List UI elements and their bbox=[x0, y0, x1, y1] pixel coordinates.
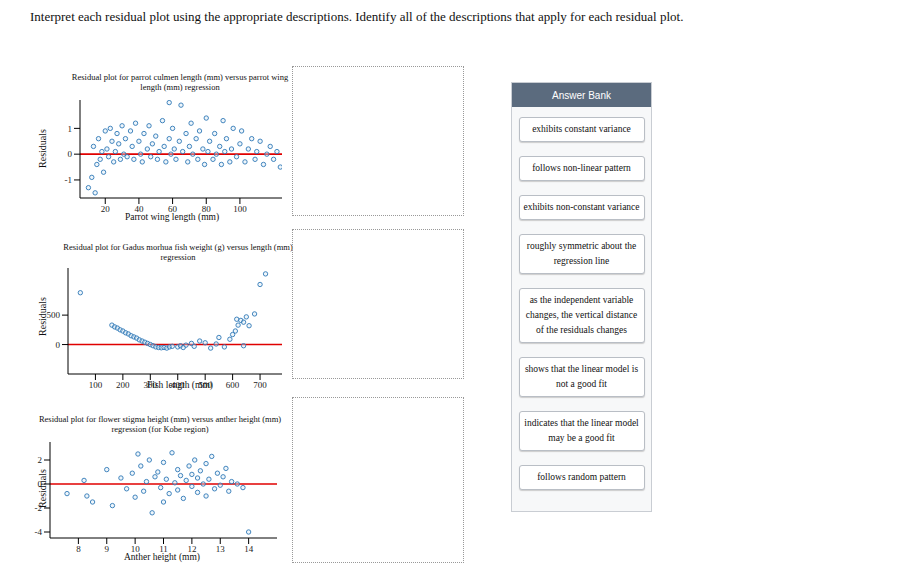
svg-text:1: 1 bbox=[68, 124, 73, 134]
svg-text:14: 14 bbox=[244, 544, 254, 554]
svg-text:200: 200 bbox=[116, 380, 130, 390]
svg-text:2: 2 bbox=[38, 455, 43, 465]
svg-text:20: 20 bbox=[101, 204, 111, 214]
svg-text:-4: -4 bbox=[35, 527, 43, 537]
svg-text:600: 600 bbox=[226, 380, 240, 390]
svg-text:0: 0 bbox=[56, 340, 61, 350]
svg-text:0: 0 bbox=[68, 149, 73, 159]
svg-text:500: 500 bbox=[47, 310, 61, 320]
svg-text:8: 8 bbox=[76, 544, 81, 554]
svg-text:13: 13 bbox=[216, 544, 226, 554]
svg-text:100: 100 bbox=[89, 380, 103, 390]
svg-text:100: 100 bbox=[233, 204, 247, 214]
svg-text:700: 700 bbox=[253, 380, 267, 390]
svg-text:-1: -1 bbox=[65, 175, 73, 185]
svg-text:9: 9 bbox=[105, 544, 110, 554]
